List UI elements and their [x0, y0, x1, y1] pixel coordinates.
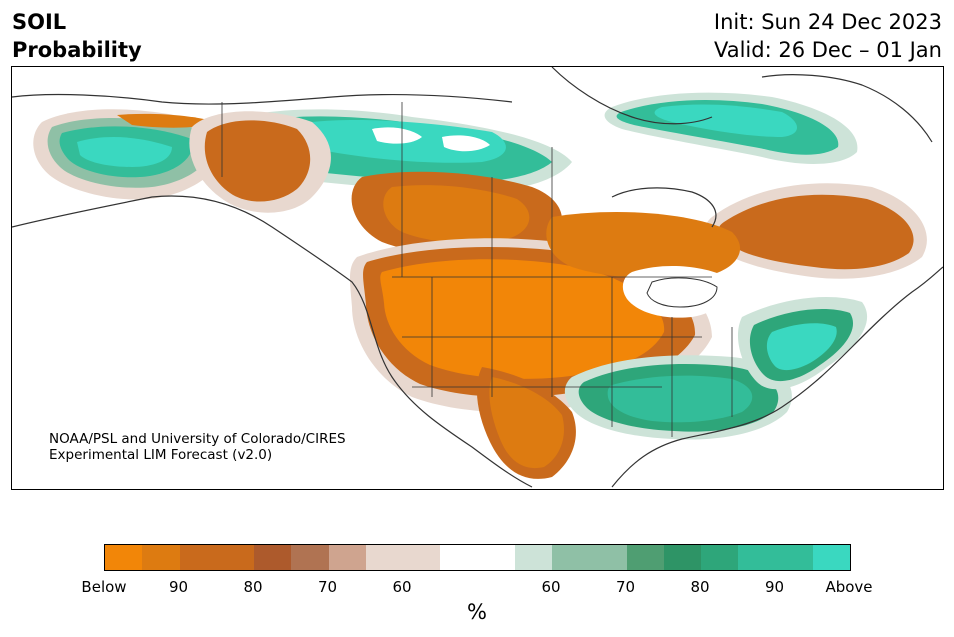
colorbar-segment — [142, 545, 180, 570]
colorbar-tick-label: 70 — [615, 578, 636, 596]
area-great-lakes — [622, 265, 731, 318]
colorbar — [104, 544, 851, 571]
area-mid-atlantic — [737, 297, 868, 390]
title-product: SOIL — [12, 10, 67, 34]
colorbar-tick-label: Below — [81, 578, 127, 596]
colorbar-segment — [254, 545, 292, 570]
colorbar-segment — [738, 545, 776, 570]
colorbar-tick-label: 80 — [690, 578, 710, 596]
colorbar-segment — [105, 545, 143, 570]
date-block: Init: Sun 24 Dec 2023 Valid: 26 Dec – 01… — [714, 8, 942, 64]
colorbar-segment — [440, 545, 478, 570]
colorbar-tick-label: 70 — [317, 578, 338, 596]
colorbar-segment — [328, 545, 366, 570]
map-canvas — [12, 67, 943, 488]
colorbar-tick-label: 90 — [168, 578, 189, 596]
colorbar-segment — [775, 545, 813, 570]
colorbar-tick-label: 60 — [392, 578, 412, 596]
credit-line-2: Experimental LIM Forecast (v2.0) — [49, 447, 273, 463]
colorbar-segment — [216, 545, 254, 570]
colorbar-segment — [663, 545, 701, 570]
area-alaska — [33, 109, 229, 200]
valid-range: Valid: 26 Dec – 01 Jan — [713, 38, 942, 62]
colorbar-segment — [552, 545, 590, 570]
credit-note: NOAA/PSL and University of Colorado/CIRE… — [49, 431, 346, 463]
colorbar-segment — [812, 545, 850, 570]
colorbar-segment — [701, 545, 739, 570]
area-western-canada — [189, 111, 562, 258]
area-eastern-canada — [546, 183, 927, 279]
colorbar-tick-label: 60 — [541, 578, 561, 596]
title-kind: Probability — [12, 38, 142, 62]
colorbar-tick-label: Above — [825, 578, 873, 596]
colorbar-segment — [589, 545, 627, 570]
colorbar-tick-label: 90 — [764, 578, 785, 596]
colorbar-segment — [179, 545, 217, 570]
forecast-map — [11, 66, 944, 490]
colorbar-segment — [365, 545, 403, 570]
credit-line-1: NOAA/PSL and University of Colorado/CIRE… — [49, 431, 346, 447]
colorbar-tick-label: 80 — [243, 578, 263, 596]
colorbar-unit: % — [467, 600, 487, 624]
init-date: Init: Sun 24 Dec 2023 — [713, 10, 942, 34]
political-boundaries — [221, 102, 733, 437]
colorbar-segment — [291, 545, 329, 570]
colorbar-segment — [477, 545, 515, 570]
colorbar-segment — [626, 545, 664, 570]
map-title: SOIL Probability — [12, 8, 142, 64]
coastlines — [12, 67, 943, 488]
colorbar-segment — [514, 545, 552, 570]
colorbar-segment — [403, 545, 441, 570]
